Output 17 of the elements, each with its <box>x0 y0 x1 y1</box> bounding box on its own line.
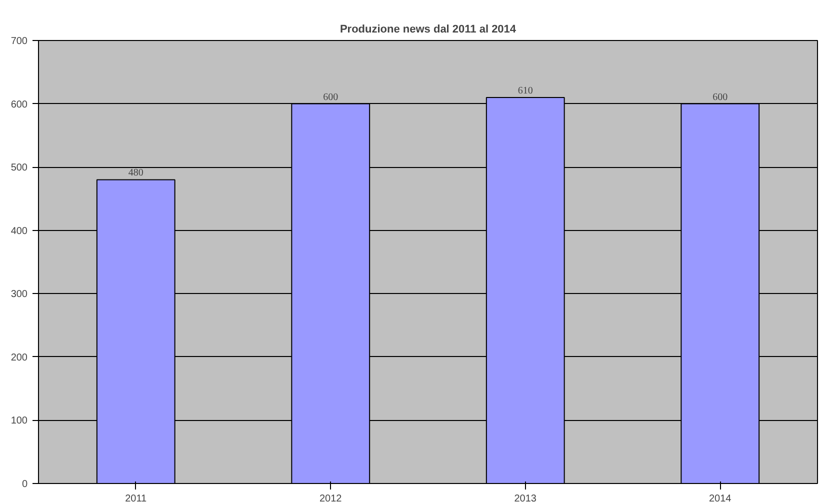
y-tick-label: 400 <box>10 226 28 237</box>
x-tick-label: 2014 <box>709 494 732 504</box>
data-label: 610 <box>518 85 533 96</box>
y-tick-label: 200 <box>10 352 28 364</box>
data-label: 480 <box>128 168 144 179</box>
y-tick-label: 0 <box>22 479 28 490</box>
y-tick-label: 100 <box>10 416 28 427</box>
data-label: 600 <box>323 92 338 103</box>
data-label: 600 <box>712 92 728 103</box>
chart-title: Produzione news dal 2011 al 2014 <box>340 24 517 36</box>
x-tick-label: 2011 <box>125 494 148 504</box>
x-tick-label: 2013 <box>514 494 537 504</box>
y-tick-label: 300 <box>10 289 28 300</box>
y-tick-label: 600 <box>10 99 28 110</box>
y-tick-label: 700 <box>10 36 28 47</box>
y-tick-label: 500 <box>10 162 28 174</box>
x-tick-label: 2012 <box>320 494 342 504</box>
